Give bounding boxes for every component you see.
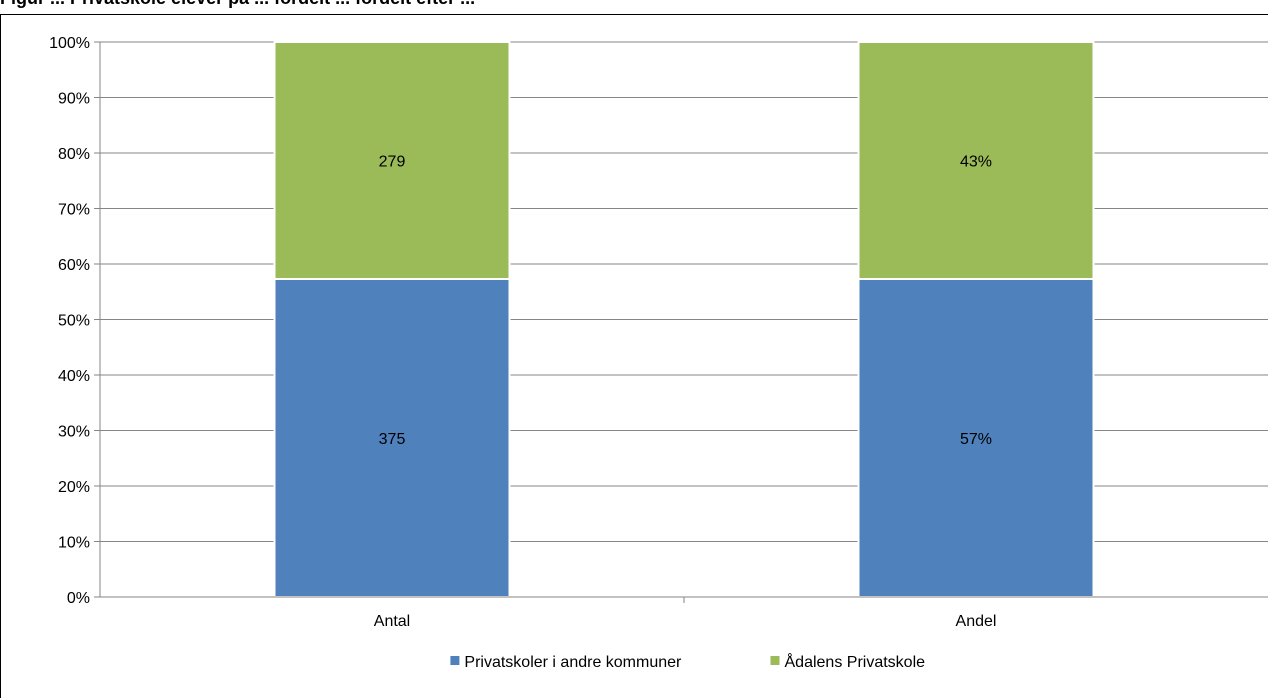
data-label: 43%: [960, 153, 992, 170]
y-tick-label: 60%: [58, 257, 90, 274]
y-tick-label: 20%: [58, 479, 90, 496]
y-tick-label: 30%: [58, 424, 90, 441]
bars: 375 279 57% 43%: [273, 41, 1095, 598]
data-label: 375: [379, 431, 406, 448]
chart-frame: [0, 14, 1268, 698]
x-tick-label: Andel: [956, 613, 997, 630]
legend-label: Privatskoler i andre kommuner: [464, 654, 682, 671]
y-tick-label: 70%: [58, 202, 90, 219]
legend-swatch: [450, 656, 460, 665]
x-tick-label: Antal: [374, 613, 410, 630]
y-tick-label: 90%: [58, 91, 90, 108]
y-tick-label: 0%: [67, 590, 90, 607]
legend-swatch: [770, 656, 780, 665]
x-axis-tick-labels: Antal Andel: [374, 613, 997, 630]
y-tick-label: 80%: [58, 146, 90, 163]
legend: Privatskoler i andre kommuner Ådalens Pri…: [450, 652, 925, 671]
legend-label: Ådalens Privatskole: [785, 652, 926, 671]
y-tick-label: 40%: [58, 368, 90, 385]
data-label: 57%: [960, 431, 992, 448]
y-tick-label: 50%: [58, 313, 90, 330]
bar-segment: [857, 41, 1095, 280]
bar-segment: [857, 277, 1095, 598]
axes: [94, 41, 1268, 603]
bar-segment: [273, 41, 511, 280]
figure-title: Figur ... Privatskole elever på ... ford…: [0, 0, 475, 9]
y-tick-label: 100%: [49, 35, 90, 52]
y-tick-label: 10%: [58, 535, 90, 552]
data-label: 279: [379, 153, 406, 170]
y-axis-tick-labels: 0% 10% 20% 30% 40% 50% 60% 70% 80% 90% 100%: [49, 35, 90, 607]
bar-segment: [273, 277, 511, 598]
